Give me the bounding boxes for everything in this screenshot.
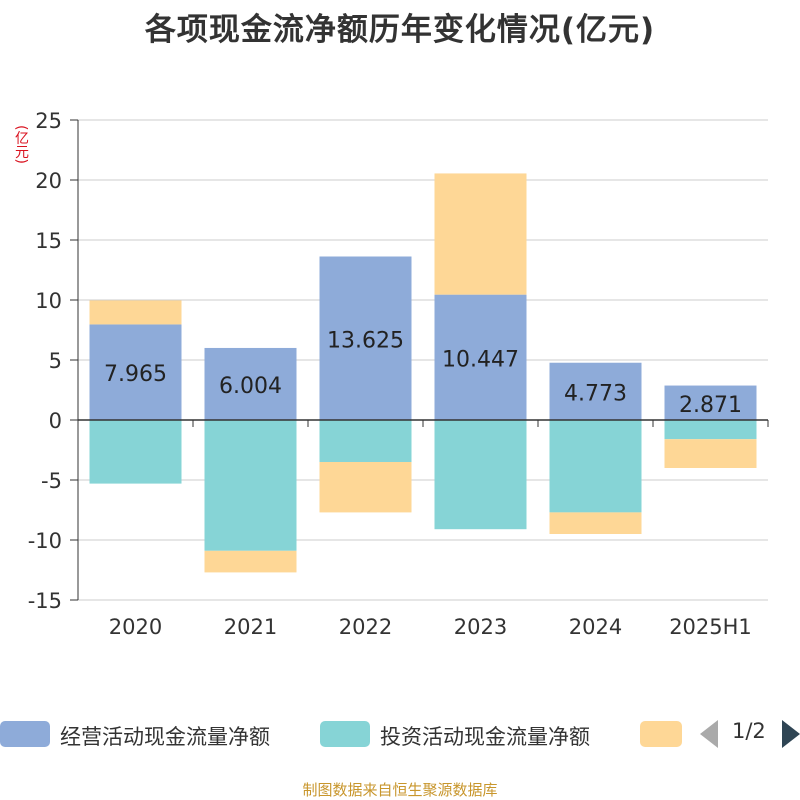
y-tick-label: -10: [28, 529, 62, 553]
y-tick-label: 15: [35, 229, 62, 253]
y-axis-unit-label: (亿元): [13, 125, 29, 164]
bar-series3-2020: [89, 300, 182, 325]
data-label-2020: 7.965: [104, 362, 167, 387]
chart-plot: 25 20 15 10 5 0 -5 -10 -15 7.965 6.004 13.625 10.447…: [28, 109, 769, 639]
legend-label-operating: 经营活动现金流量净额: [60, 725, 270, 749]
legend-label-investing: 投资活动现金流量净额: [380, 725, 590, 749]
legend-next-page-icon[interactable]: [782, 720, 800, 748]
source-note: 制图数据来自恒生聚源数据库: [302, 781, 498, 799]
bar-series3-2024: [549, 512, 642, 534]
data-label-2022: 13.625: [327, 328, 404, 353]
x-tick-label: 2020: [109, 615, 162, 639]
bar-series2-2024: [549, 420, 642, 513]
data-label-2024: 4.773: [564, 381, 627, 406]
bar-series1-2024: [549, 362, 642, 420]
y-tick-label: -15: [28, 589, 62, 613]
bar-series3-2022: [319, 462, 412, 513]
bar-series1-2020: [89, 324, 182, 420]
y-tick-label: 10: [35, 289, 62, 313]
bar-series3-2023: [434, 173, 527, 295]
bar-series1-2022: [319, 256, 412, 420]
data-label-2021: 6.004: [219, 374, 282, 399]
bar-series1-2025H1: [664, 385, 757, 420]
x-tick-label: 2024: [569, 615, 622, 639]
x-tick-label: 2022: [339, 615, 392, 639]
bar-series2-2021: [204, 420, 297, 551]
bar-series1-2023: [434, 294, 527, 420]
bar-series1-2021: [204, 347, 297, 420]
y-tick-label: -5: [41, 469, 62, 493]
bar-series2-2023: [434, 420, 527, 530]
data-label-2023: 10.447: [442, 347, 519, 372]
legend-swatch-investing: [320, 721, 370, 747]
y-tick-label: 20: [35, 169, 62, 193]
bar-series2-2022: [319, 420, 412, 462]
x-tick-label: 2023: [454, 615, 507, 639]
chart-title: 各项现金流净额历年变化情况(亿元): [144, 12, 656, 48]
y-tick-label: 5: [49, 349, 62, 373]
y-tick-label: 0: [49, 409, 62, 433]
y-tick-label: 25: [35, 109, 62, 133]
bar-series2-2020: [89, 420, 182, 484]
bar-series2-2025H1: [664, 420, 757, 440]
legend-swatch-financing: [640, 721, 682, 747]
legend-swatch-operating: [0, 721, 50, 747]
data-label-2025H1: 2.871: [679, 393, 742, 418]
x-tick-label: 2021: [224, 615, 277, 639]
legend-prev-page-icon[interactable]: [700, 720, 718, 748]
x-tick-label: 2025H1: [669, 615, 752, 639]
bar-series3-2025H1: [664, 439, 757, 468]
bar-series3-2021: [204, 550, 297, 573]
legend: 经营活动现金流量净额 投资活动现金流量净额: [0, 716, 800, 756]
legend-page-indicator: 1/2: [732, 719, 766, 743]
